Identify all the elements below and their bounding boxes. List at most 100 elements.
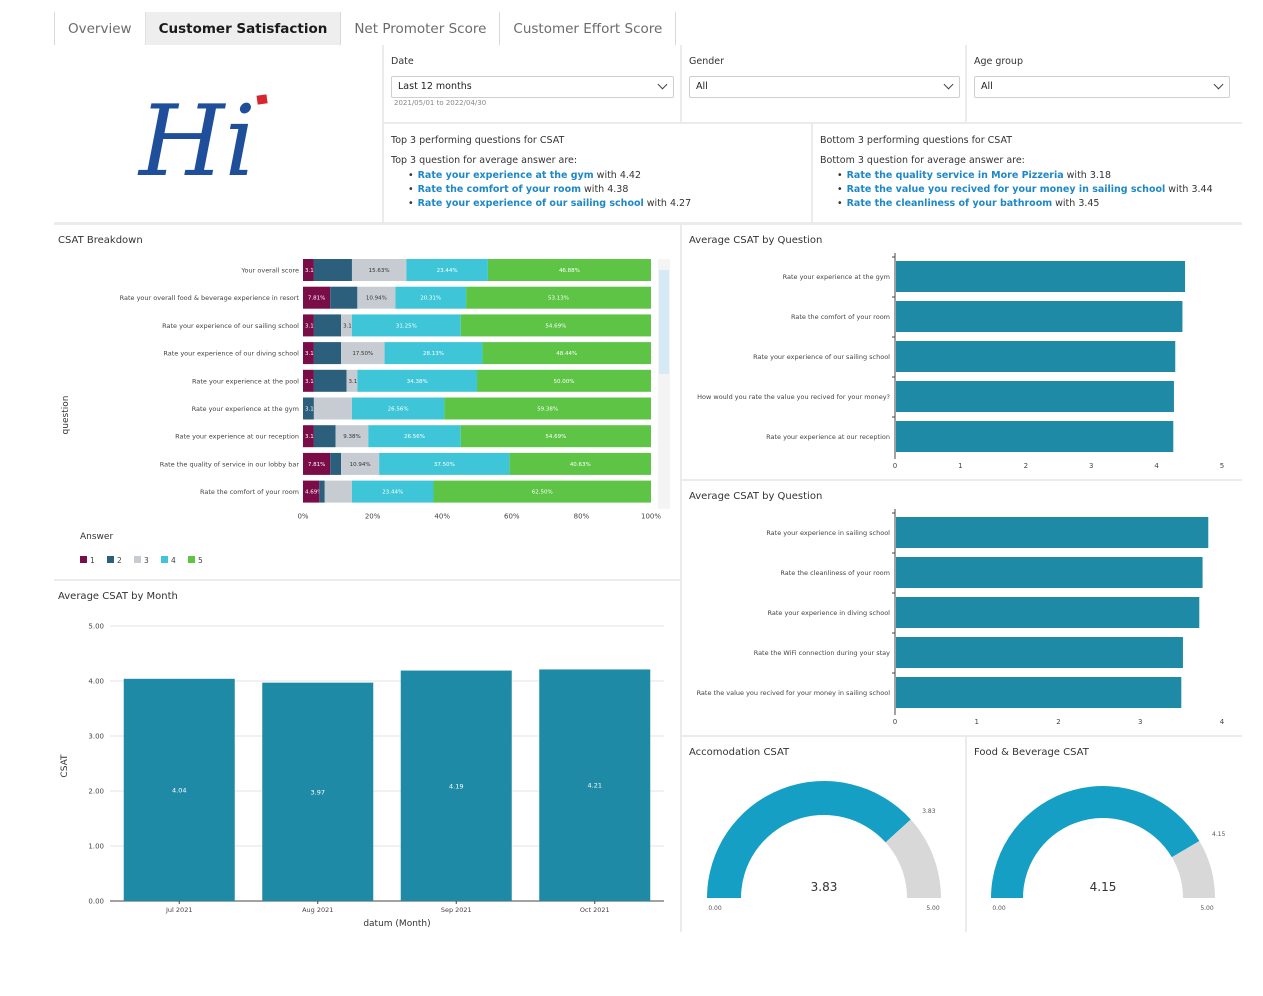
gauge-max-label: 5.00 bbox=[926, 905, 940, 912]
bar[interactable] bbox=[896, 517, 1209, 548]
bar-segment[interactable] bbox=[335, 425, 369, 448]
legend-swatch[interactable] bbox=[80, 556, 87, 563]
bar[interactable] bbox=[896, 421, 1174, 452]
bar-segment[interactable] bbox=[384, 342, 483, 365]
bar-segment[interactable] bbox=[313, 314, 342, 337]
chevron-down-icon bbox=[657, 79, 668, 90]
legend-label[interactable]: 1 bbox=[90, 556, 95, 565]
bar-segment[interactable] bbox=[303, 397, 314, 420]
bar[interactable] bbox=[400, 670, 512, 901]
insight-question-link[interactable]: Rate the comfort of your room bbox=[417, 184, 582, 195]
bar-segment[interactable] bbox=[313, 397, 352, 420]
bar[interactable] bbox=[539, 669, 651, 901]
gauge-remaining-arc[interactable] bbox=[1171, 840, 1215, 898]
bar-segment[interactable] bbox=[313, 425, 336, 448]
data-label: 37.50% bbox=[434, 462, 455, 468]
legend-swatch[interactable] bbox=[107, 556, 114, 563]
category-label: Rate your experience at the gym bbox=[192, 405, 299, 413]
legend-label[interactable]: 5 bbox=[198, 556, 203, 565]
avg-csat-question-top-panel: Average CSAT by Question Rate your exper… bbox=[682, 225, 1242, 479]
bar[interactable] bbox=[896, 261, 1186, 292]
bar-segment[interactable] bbox=[351, 314, 461, 337]
bar-segment[interactable] bbox=[341, 314, 352, 337]
bar-segment[interactable] bbox=[444, 397, 651, 420]
bar[interactable] bbox=[896, 677, 1182, 708]
insight-question-link[interactable]: Rate the quality service in More Pizzeri… bbox=[846, 170, 1064, 181]
bar[interactable] bbox=[896, 637, 1183, 668]
x-tick-label: 4 bbox=[1154, 462, 1159, 470]
date-select[interactable]: Last 12 months bbox=[391, 76, 674, 98]
legend-swatch[interactable] bbox=[161, 556, 168, 563]
bar-segment[interactable] bbox=[346, 369, 358, 392]
bar-segment[interactable] bbox=[477, 369, 651, 392]
bar-segment[interactable] bbox=[460, 314, 651, 337]
bar[interactable] bbox=[123, 678, 235, 901]
dashboard-sheet: Hi Date Last 12 months 2021/05/01 to 202… bbox=[54, 45, 1242, 932]
scrollbar-thumb[interactable] bbox=[659, 270, 669, 374]
bar-segment[interactable] bbox=[303, 314, 314, 337]
bar-segment[interactable] bbox=[324, 480, 352, 503]
bar[interactable] bbox=[896, 557, 1203, 588]
bar-segment[interactable] bbox=[313, 259, 352, 281]
bar[interactable] bbox=[896, 381, 1174, 412]
gauge-remaining-arc[interactable] bbox=[885, 819, 941, 898]
bar-segment[interactable] bbox=[303, 342, 314, 365]
age-group-filter-label: Age group bbox=[974, 56, 1023, 67]
legend-label[interactable]: 4 bbox=[171, 556, 176, 565]
bar-segment[interactable] bbox=[303, 480, 320, 503]
bar-segment[interactable] bbox=[303, 425, 314, 448]
bar-segment[interactable] bbox=[341, 342, 385, 365]
bar[interactable] bbox=[896, 597, 1200, 628]
bar-segment[interactable] bbox=[406, 259, 488, 281]
bar-segment[interactable] bbox=[466, 286, 651, 309]
avg-csat-month-chart: 0.00 1.00 2.00 3.00 4.00 5.00 4.04 Jul 2021 3.97… bbox=[60, 623, 664, 929]
bar-segment[interactable] bbox=[379, 452, 510, 475]
bar-segment[interactable] bbox=[351, 259, 407, 281]
bar-segment[interactable] bbox=[341, 452, 380, 475]
bar-segment[interactable] bbox=[330, 452, 342, 475]
insight-question-link[interactable]: Rate the value you recived for your mone… bbox=[846, 184, 1166, 195]
bar[interactable] bbox=[896, 301, 1183, 332]
bar-segment[interactable] bbox=[357, 369, 478, 392]
bar-segment[interactable] bbox=[303, 452, 331, 475]
bar-segment[interactable] bbox=[303, 259, 314, 281]
bar-segment[interactable] bbox=[509, 452, 651, 475]
bar[interactable] bbox=[262, 682, 374, 901]
bar-segment[interactable] bbox=[313, 369, 347, 392]
bar-segment[interactable] bbox=[330, 286, 358, 309]
gauge-value-arc[interactable] bbox=[991, 786, 1200, 898]
gender-select[interactable]: All bbox=[689, 76, 960, 98]
gauge-value-arc[interactable] bbox=[707, 781, 911, 898]
x-tick-label: 40% bbox=[434, 512, 450, 520]
insight-question-link[interactable]: Rate your experience of our sailing scho… bbox=[417, 198, 644, 209]
bar-segment[interactable] bbox=[368, 425, 461, 448]
bar-segment[interactable] bbox=[433, 480, 652, 503]
tab-customer-effort-score[interactable]: Customer Effort Score bbox=[499, 12, 677, 46]
bar-segment[interactable] bbox=[313, 342, 342, 365]
bar-segment[interactable] bbox=[351, 480, 434, 503]
tab-overview[interactable]: Overview bbox=[54, 12, 145, 46]
legend-swatch[interactable] bbox=[188, 556, 195, 563]
bar-segment[interactable] bbox=[303, 369, 314, 392]
tab-net-promoter-score[interactable]: Net Promoter Score bbox=[340, 12, 499, 46]
bar-segment[interactable] bbox=[351, 397, 445, 420]
x-tick-label: 1 bbox=[958, 462, 962, 470]
food-beverage-csat-panel: Food & Beverage CSAT 4.15 4.15 0.00 5.00 bbox=[967, 737, 1242, 932]
bar-segment[interactable] bbox=[357, 286, 396, 309]
bar-segment[interactable] bbox=[303, 286, 331, 309]
legend-swatch[interactable] bbox=[134, 556, 141, 563]
insight-question-link[interactable]: Rate the cleanliness of your bathroom bbox=[846, 198, 1053, 209]
bar-segment[interactable] bbox=[395, 286, 467, 309]
tab-customer-satisfaction[interactable]: Customer Satisfaction bbox=[144, 12, 341, 46]
bar-segment[interactable] bbox=[482, 342, 651, 365]
bar-segment[interactable] bbox=[487, 259, 651, 281]
bar-segment[interactable] bbox=[319, 480, 325, 503]
legend-label[interactable]: 3 bbox=[144, 556, 149, 565]
data-label: 26.56% bbox=[404, 434, 425, 440]
category-label: Rate your experience at the gym bbox=[783, 273, 890, 281]
age-group-select[interactable]: All bbox=[974, 76, 1230, 98]
legend-label[interactable]: 2 bbox=[117, 556, 122, 565]
bar[interactable] bbox=[896, 341, 1176, 372]
insight-question-link[interactable]: Rate your experience at the gym bbox=[417, 170, 594, 181]
bar-segment[interactable] bbox=[460, 425, 651, 448]
